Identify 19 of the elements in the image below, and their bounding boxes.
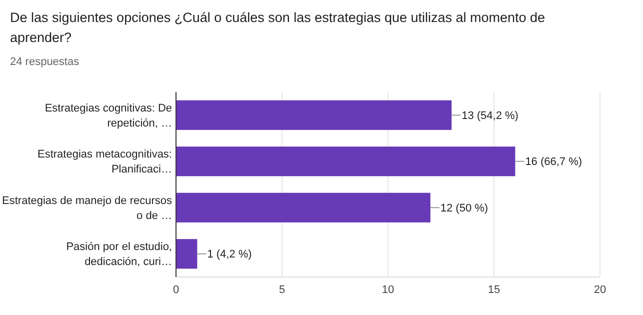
x-tick-label: 10 [382,284,394,296]
chart-title: De las siguientes opciones ¿Cuál o cuáles son las estrategias que utilizas al momento de aprender? [10,10,546,45]
bar [176,100,452,130]
x-tick-label: 0 [172,284,180,296]
y-tick-label: Pasión por el estudio, dedicación, curi… [66,241,172,268]
x-tick-label: 5 [278,284,286,296]
x-tick-label: 20 [594,284,606,296]
data-label: 16 (66,7 %) [525,156,582,168]
text: 24 respuestas [10,56,80,68]
x-tick-label: 15 [488,284,500,296]
bar [176,146,516,176]
y-tick-label: Estrategias metacognitivas: Planificaci… [37,148,172,176]
y-tick-label: Estrategias cognitivas: De repetición, … [44,102,172,130]
y-tick-label: Estrategias de manejo de recursos o de … [2,194,172,222]
data-label: 12 (50 %) [440,202,488,214]
data-label: 1 (4,2 %) [207,248,252,261]
data-label: 13 (54,2 %) [462,110,518,122]
bar [176,192,430,222]
bar [176,239,198,269]
